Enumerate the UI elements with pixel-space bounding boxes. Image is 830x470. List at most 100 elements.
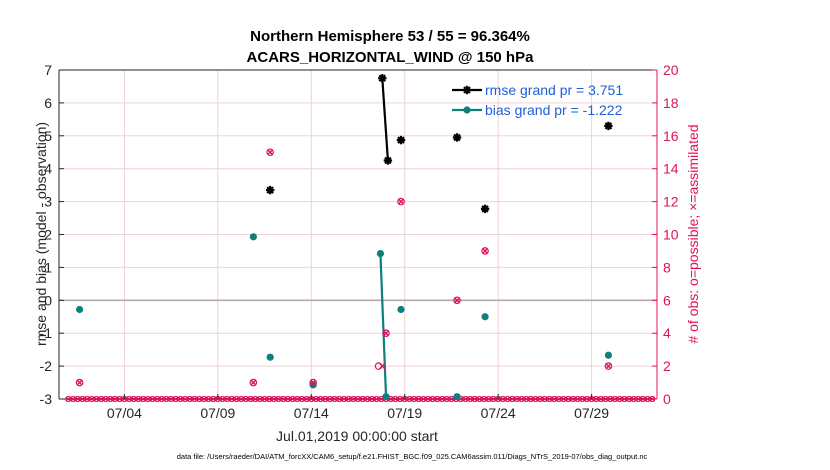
zero-count-possible-marker [256,395,263,403]
zero-count-assimilated-marker [532,396,539,402]
zero-count-possible-marker [275,395,282,403]
zero-count-assimilated-marker [621,396,627,402]
right-y-tick-label: 0 [663,391,671,407]
left-y-tick-label: 7 [44,62,52,78]
right-y-tick-label: 12 [663,194,679,210]
left-y-tick-label: 4 [44,161,52,177]
zero-count-possible-marker [125,395,133,403]
right-y-tick-label: 16 [663,128,679,144]
left-y-tick-label: -1 [40,325,53,341]
zero-count-assimilated-marker [584,396,590,402]
zero-count-assimilated-marker [444,396,450,402]
zero-count-assimilated-marker [350,396,356,402]
zero-count-possible-marker [602,395,609,403]
zero-count-assimilated-marker [70,396,76,402]
zero-count-possible-marker [490,395,497,403]
zero-count-assimilated-marker [145,396,151,402]
right-y-tick-label: 18 [663,95,679,111]
zero-count-assimilated-marker [603,396,609,402]
x-ticks: 07/04 07/09 07/14 07/19 07/24 07/29 [107,394,609,421]
right-y-tick-label: 14 [663,161,679,177]
zero-count-possible-marker [537,395,544,403]
obs-possible-point [266,148,274,157]
obs-assimilated-point [397,198,405,205]
zero-count-assimilated-marker [420,396,426,402]
zero-count-assimilated-marker [518,396,525,402]
obs-possible-point [382,329,390,338]
asterisk-stroke [397,136,405,144]
zero-count-possible-marker [298,395,306,403]
zero-count-assimilated-marker [290,396,296,402]
zero-count-assimilated-marker [556,396,562,402]
zero-count-possible-marker [392,395,399,403]
zero-count-possible-marker [406,395,413,403]
zero-count-possible-marker [518,395,525,403]
zero-count-possible-marker [130,395,137,403]
zero-count-possible-marker [635,395,642,403]
zero-count-assimilated-marker [336,396,342,402]
right-y-tick-label: 20 [663,62,679,78]
zero-count-assimilated-marker [551,396,557,402]
zero-count-possible-marker [462,395,469,403]
left-y-tick-label: 6 [44,95,52,111]
zero-count-possible-marker [242,395,249,403]
right-y-ticks: 0 2 4 6 8 10 12 14 16 18 20 [652,62,679,407]
zero-count-possible-marker [65,395,72,403]
zero-count-possible-marker [97,395,105,403]
zero-count-assimilated-marker [392,396,398,402]
legend-label: bias grand pr = -1.222 [485,102,623,118]
bias-point [266,353,274,361]
zero-count-possible-marker [523,395,530,403]
zero-count-assimilated-marker [546,396,553,402]
zero-count-possible-marker [551,395,558,403]
zero-count-possible-marker [569,395,577,403]
zero-count-possible-marker [443,395,450,403]
zero-count-assimilated-marker [79,396,85,402]
zero-count-possible-marker [322,395,329,403]
zero-count-possible-marker [630,395,637,403]
left-y-tick-label: -3 [40,391,53,407]
right-y-tick-label: 4 [663,325,671,341]
zero-count-possible-marker [228,395,235,403]
zero-count-assimilated-marker [486,396,492,402]
zero-count-assimilated-marker [448,396,455,402]
zero-count-possible-marker [607,395,614,403]
zero-count-possible-marker [583,395,591,403]
x-tick-label: 07/14 [294,405,329,421]
obs-assimilated-point [481,247,489,255]
zero-count-assimilated-marker [434,396,441,402]
zero-count-assimilated-marker [299,396,305,402]
obs-assimilated-point [605,363,612,370]
zero-count-possible-marker [303,395,310,403]
zero-count-assimilated-marker [327,396,333,402]
zero-count-assimilated-marker [598,396,604,402]
zero-count-assimilated-marker [275,396,282,402]
asterisk-stroke [378,74,387,82]
zero-count-possible-marker [83,395,91,403]
zero-count-possible-marker [476,395,483,403]
zero-count-assimilated-marker [472,396,478,402]
zero-count-assimilated-marker [537,396,543,402]
zero-count-assimilated-marker [439,396,445,402]
zero-count-assimilated-marker [126,396,132,402]
obs-possible-point [604,362,613,370]
zero-count-assimilated-marker [154,396,160,402]
zero-count-possible-marker [107,395,114,403]
zero-count-possible-marker [116,395,123,403]
zero-count-possible-marker [350,395,357,403]
zero-count-possible-marker [639,395,647,403]
zero-count-possible-marker [340,395,348,403]
zero-count-possible-marker [560,395,567,403]
left-y-tick-label: 3 [44,194,52,210]
zero-count-assimilated-marker [322,396,328,402]
right-y-axis-label: # of obs: o=possible; ×=assimilated [685,124,701,343]
right-y-tick-label: 10 [663,227,679,243]
zero-count-assimilated-marker [117,396,123,402]
asterisk-stroke [481,205,489,213]
zero-count-assimilated-marker [159,396,165,402]
rmse-point [452,133,462,142]
zero-count-assimilated-marker [233,396,240,402]
zero-count-assimilated-marker [140,396,146,402]
zero-count-possible-marker [247,395,254,403]
zero-count-assimilated-marker [191,396,198,402]
